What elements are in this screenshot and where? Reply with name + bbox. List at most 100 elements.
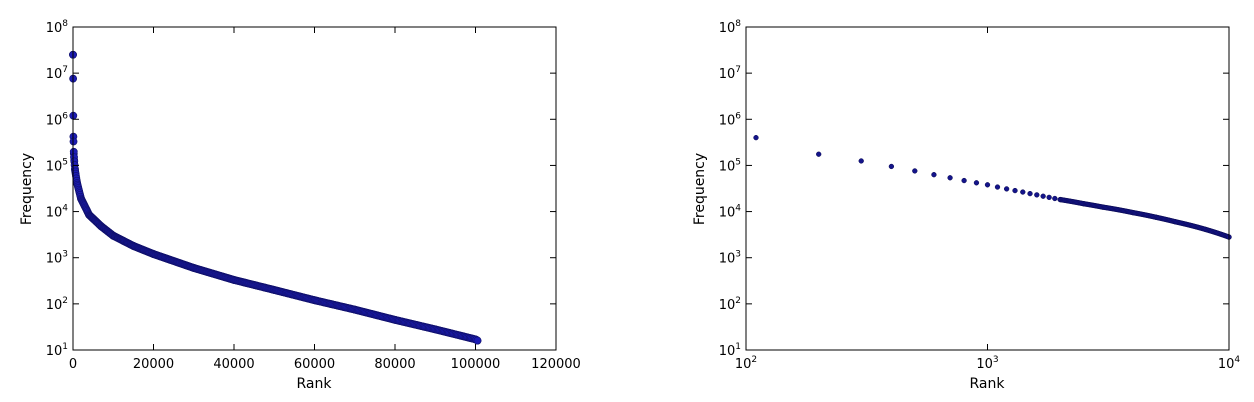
- right-x-axis-label: Rank: [970, 376, 1006, 392]
- y-tick-label: 105: [719, 157, 741, 174]
- y-tick-label-exp: 6: [62, 111, 68, 121]
- x-tick-label: 0: [69, 357, 77, 372]
- y-tick-label-exp: 2: [735, 296, 741, 306]
- data-point-fill: [473, 336, 482, 345]
- y-tick-label-base: 10: [719, 298, 736, 313]
- left-y-axis-label: Frequency: [19, 153, 35, 225]
- data-point: [1034, 192, 1040, 198]
- y-tick-label: 107: [46, 65, 68, 82]
- data-point: [1020, 189, 1026, 195]
- data-point: [994, 184, 1001, 190]
- y-tick-label-exp: 2: [62, 296, 68, 306]
- left-scatter-points: [69, 50, 482, 345]
- y-tick-label-exp: 1: [735, 342, 741, 352]
- y-tick-label-base: 10: [719, 344, 736, 359]
- y-tick-label: 104: [719, 204, 742, 221]
- y-tick-label-base: 10: [719, 113, 736, 128]
- x-tick-label-base: 10: [735, 357, 752, 372]
- data-point: [1040, 193, 1046, 199]
- data-point: [858, 158, 864, 164]
- y-tick-label: 106: [46, 111, 69, 128]
- y-tick-label-base: 10: [719, 159, 736, 174]
- y-tick-label-exp: 6: [735, 111, 741, 121]
- y-tick-label-base: 10: [46, 298, 63, 313]
- y-tick-label: 105: [46, 157, 68, 174]
- x-tick-label: 104: [1218, 355, 1241, 372]
- y-tick-label-exp: 4: [735, 204, 741, 214]
- y-tick-label-exp: 7: [735, 65, 741, 75]
- y-tick-label: 103: [719, 250, 741, 267]
- left-x-axis-label: Rank: [297, 376, 333, 392]
- data-point: [947, 175, 953, 181]
- y-tick-label-base: 10: [719, 252, 736, 267]
- x-tick-label-exp: 3: [993, 355, 999, 365]
- right-plot-frame: [745, 26, 1230, 351]
- x-tick-label: 60000: [294, 357, 335, 372]
- x-tick-label-exp: 2: [751, 355, 757, 365]
- data-point: [816, 151, 822, 157]
- x-tick-label-exp: 4: [1234, 355, 1240, 365]
- x-tick-label: 120000: [531, 357, 581, 372]
- y-tick-label-base: 10: [46, 67, 63, 82]
- y-tick-label: 103: [46, 250, 68, 267]
- data-point: [1027, 190, 1033, 197]
- data-point: [1012, 187, 1018, 194]
- right-scatter-points: [753, 134, 1232, 240]
- y-tick-label-base: 10: [719, 206, 736, 221]
- y-tick-label-exp: 8: [62, 19, 68, 29]
- y-tick-label-exp: 8: [735, 19, 741, 29]
- left-chart-panel: Frequency Rank 1011021031041051061071080…: [19, 19, 581, 392]
- y-tick-label-base: 10: [719, 21, 736, 36]
- y-tick-label-base: 10: [46, 159, 63, 174]
- left-plot-frame: [72, 26, 557, 351]
- y-tick-label-exp: 4: [62, 204, 68, 214]
- data-point: [961, 177, 967, 184]
- y-tick-label-exp: 3: [735, 250, 741, 260]
- y-tick-label-exp: 7: [62, 65, 68, 75]
- y-tick-label-base: 10: [46, 344, 63, 359]
- y-tick-label: 102: [719, 296, 741, 313]
- x-tick-label: 40000: [213, 357, 254, 372]
- y-tick-label: 102: [46, 296, 68, 313]
- data-point: [931, 172, 937, 178]
- data-point: [753, 134, 759, 141]
- right-chart-panel: Frequency Rank 1011021031041051061071081…: [692, 19, 1240, 392]
- y-tick-label-exp: 1: [62, 342, 68, 352]
- right-y-axis-label: Frequency: [692, 153, 708, 225]
- data-point: [973, 180, 980, 186]
- y-tick-label: 104: [46, 204, 69, 221]
- x-tick-label: 103: [976, 355, 998, 372]
- y-tick-label-base: 10: [46, 21, 63, 36]
- y-tick-label-exp: 3: [62, 250, 68, 260]
- y-tick-label-base: 10: [719, 67, 736, 82]
- y-tick-label: 101: [719, 342, 741, 359]
- x-tick-label: 80000: [374, 357, 415, 372]
- data-point: [1046, 194, 1052, 201]
- data-point-fill: [69, 137, 78, 146]
- y-tick-label-base: 10: [46, 206, 63, 221]
- right-y-axis-title: Frequency: [692, 153, 708, 225]
- y-tick-label-exp: 5: [62, 157, 68, 167]
- y-tick-label: 107: [719, 65, 741, 82]
- y-tick-label: 108: [46, 19, 69, 36]
- y-tick-label-base: 10: [46, 252, 63, 267]
- x-tick-label: 102: [735, 355, 757, 372]
- data-point: [888, 163, 895, 170]
- y-tick-label-exp: 5: [735, 157, 741, 167]
- x-tick-label-base: 10: [1218, 357, 1235, 372]
- x-tick-label-base: 10: [976, 357, 993, 372]
- data-point: [984, 182, 991, 188]
- y-tick-label: 101: [46, 342, 68, 359]
- y-tick-label: 106: [719, 111, 742, 128]
- data-point: [912, 168, 918, 174]
- left-y-axis-title: Frequency: [19, 153, 35, 225]
- data-point: [1003, 186, 1010, 192]
- data-point: [1052, 195, 1058, 202]
- x-tick-label: 20000: [133, 357, 174, 372]
- y-tick-label-base: 10: [46, 113, 63, 128]
- y-tick-label: 108: [719, 19, 742, 36]
- x-tick-label: 100000: [451, 357, 501, 372]
